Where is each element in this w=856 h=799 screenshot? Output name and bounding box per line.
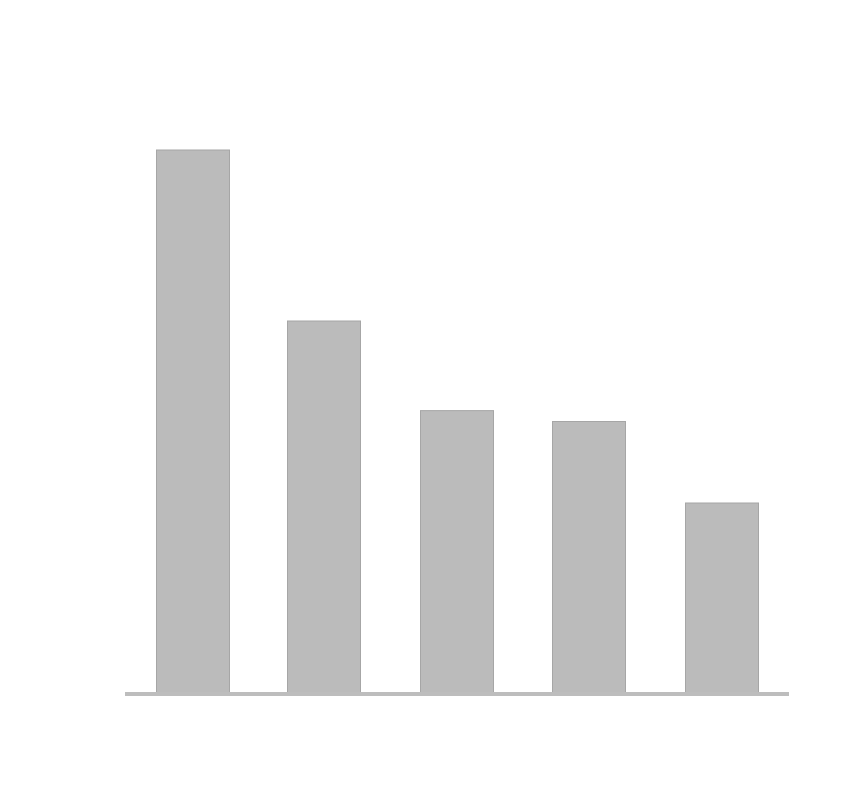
- bar-1: [156, 149, 230, 694]
- bars-group: [156, 149, 759, 694]
- bar-3: [420, 410, 494, 694]
- bar-4: [552, 421, 626, 694]
- bar-5: [685, 502, 759, 694]
- bar-2: [287, 320, 361, 694]
